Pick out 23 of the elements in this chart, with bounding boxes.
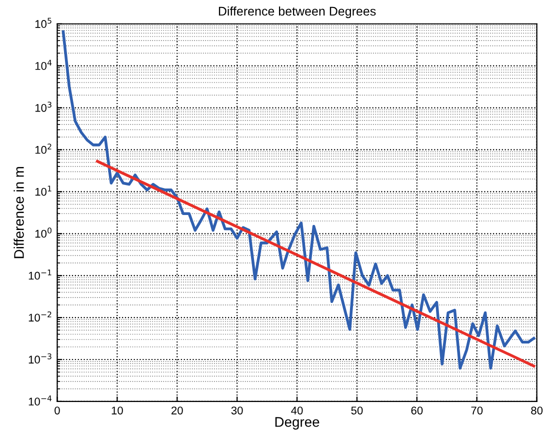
y-tick-label: 10$^{1}$ (35, 186, 52, 196)
y-tick-label: 10$^{0}$ (35, 228, 52, 238)
y-axis-title: Difference in m (14, 166, 24, 258)
x-axis-title: Degree (275, 417, 320, 430)
y-tick-label: 10$^{4}$ (35, 60, 52, 70)
x-tick-label: 20 (172, 406, 183, 414)
x-tick-label: 50 (351, 406, 363, 414)
y-tick-label: 10$^{2}$ (35, 144, 52, 154)
y-tick-label: 10$^{−3}$ (28, 353, 52, 364)
y-tick-label: 10$^{−2}$ (28, 311, 52, 322)
x-tick-label: 10 (112, 406, 123, 414)
x-tick-label: 0 (54, 406, 60, 414)
y-tick-label: 10$^{−4}$ (28, 395, 52, 406)
x-tick-label: 70 (471, 406, 483, 414)
x-tick-label: 40 (291, 406, 303, 414)
line-series (62, 30, 536, 370)
y-tick-label: 10$^{−1}$ (28, 270, 52, 280)
x-tick-label: 60 (411, 406, 423, 414)
x-tick-label: 80 (531, 406, 543, 414)
y-tick-label: 10$^{3}$ (35, 102, 52, 112)
y-tick-label: 10$^{5}$ (35, 18, 52, 28)
chart-title: Difference between Degrees (218, 6, 376, 18)
x-tick-label: 30 (231, 406, 243, 414)
